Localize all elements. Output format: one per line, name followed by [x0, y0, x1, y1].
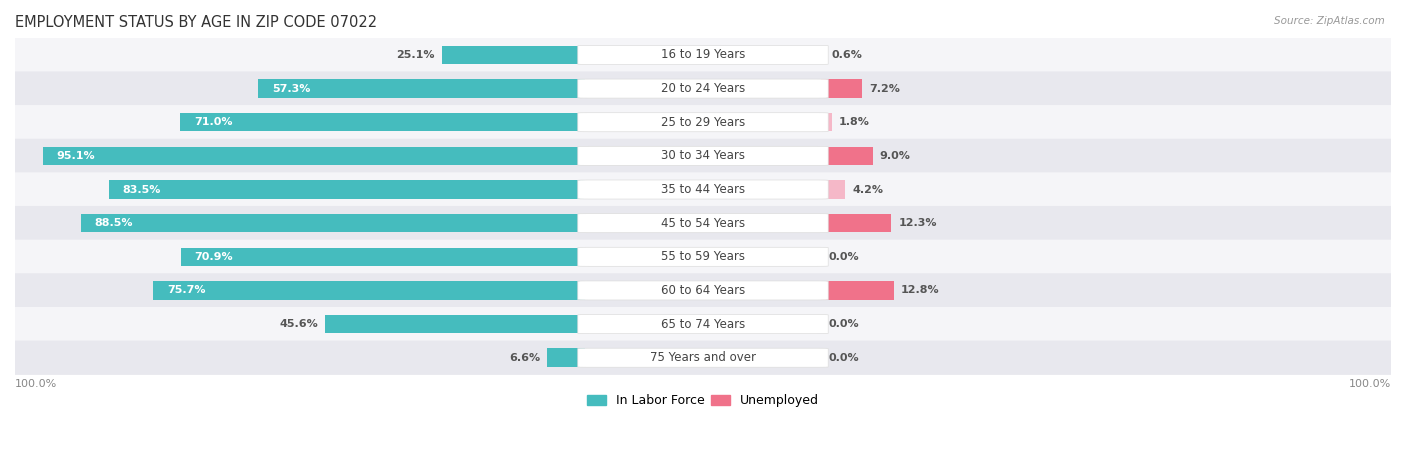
Text: 60 to 64 Years: 60 to 64 Years — [661, 284, 745, 297]
FancyBboxPatch shape — [1, 273, 1405, 308]
Bar — [821, 46, 825, 64]
Text: 55 to 59 Years: 55 to 59 Years — [661, 250, 745, 263]
FancyBboxPatch shape — [1, 172, 1405, 207]
FancyBboxPatch shape — [1, 206, 1405, 240]
Bar — [821, 113, 831, 132]
Text: 65 to 74 Years: 65 to 74 Years — [661, 318, 745, 331]
FancyBboxPatch shape — [578, 247, 828, 267]
Bar — [441, 46, 585, 64]
Legend: In Labor Force, Unemployed: In Labor Force, Unemployed — [582, 389, 824, 412]
Text: 6.6%: 6.6% — [509, 353, 540, 363]
Bar — [821, 214, 891, 232]
FancyBboxPatch shape — [1, 307, 1405, 341]
Bar — [44, 147, 585, 165]
Text: 71.0%: 71.0% — [194, 117, 232, 127]
FancyBboxPatch shape — [578, 46, 828, 64]
Bar — [821, 147, 873, 165]
FancyBboxPatch shape — [1, 239, 1405, 274]
FancyBboxPatch shape — [578, 180, 828, 199]
FancyBboxPatch shape — [578, 79, 828, 98]
Text: 88.5%: 88.5% — [94, 218, 132, 228]
Bar — [325, 315, 585, 333]
Text: 9.0%: 9.0% — [880, 151, 910, 161]
Bar — [180, 113, 585, 132]
Text: 0.6%: 0.6% — [831, 50, 862, 60]
Bar — [821, 79, 862, 98]
Text: 75 Years and over: 75 Years and over — [650, 351, 756, 364]
Text: 20 to 24 Years: 20 to 24 Years — [661, 82, 745, 95]
Text: EMPLOYMENT STATUS BY AGE IN ZIP CODE 07022: EMPLOYMENT STATUS BY AGE IN ZIP CODE 070… — [15, 15, 377, 30]
FancyBboxPatch shape — [578, 214, 828, 233]
FancyBboxPatch shape — [1, 71, 1405, 106]
FancyBboxPatch shape — [1, 38, 1405, 72]
Text: Source: ZipAtlas.com: Source: ZipAtlas.com — [1274, 16, 1385, 26]
Text: 0.0%: 0.0% — [828, 319, 859, 329]
Text: 4.2%: 4.2% — [852, 184, 883, 194]
Bar — [153, 281, 585, 300]
Text: 0.0%: 0.0% — [828, 353, 859, 363]
FancyBboxPatch shape — [578, 281, 828, 300]
FancyBboxPatch shape — [578, 348, 828, 367]
Bar — [181, 248, 585, 266]
Text: 57.3%: 57.3% — [271, 83, 311, 93]
FancyBboxPatch shape — [578, 113, 828, 132]
Bar — [259, 79, 585, 98]
Text: 75.7%: 75.7% — [167, 285, 205, 295]
Text: 83.5%: 83.5% — [122, 184, 162, 194]
FancyBboxPatch shape — [578, 314, 828, 334]
Text: 25.1%: 25.1% — [396, 50, 434, 60]
Text: 100.0%: 100.0% — [1348, 378, 1391, 389]
FancyBboxPatch shape — [578, 146, 828, 166]
Text: 0.0%: 0.0% — [828, 252, 859, 262]
Text: 45.6%: 45.6% — [280, 319, 318, 329]
FancyBboxPatch shape — [1, 105, 1405, 139]
Bar — [80, 214, 585, 232]
Text: 16 to 19 Years: 16 to 19 Years — [661, 48, 745, 61]
FancyBboxPatch shape — [1, 139, 1405, 173]
Text: 25 to 29 Years: 25 to 29 Years — [661, 116, 745, 129]
Text: 100.0%: 100.0% — [15, 378, 58, 389]
Text: 70.9%: 70.9% — [194, 252, 233, 262]
Text: 30 to 34 Years: 30 to 34 Years — [661, 149, 745, 162]
FancyBboxPatch shape — [1, 341, 1405, 375]
Bar — [821, 281, 894, 300]
Text: 45 to 54 Years: 45 to 54 Years — [661, 216, 745, 230]
Text: 35 to 44 Years: 35 to 44 Years — [661, 183, 745, 196]
Text: 7.2%: 7.2% — [869, 83, 900, 93]
Text: 95.1%: 95.1% — [56, 151, 96, 161]
Text: 12.8%: 12.8% — [901, 285, 939, 295]
Text: 1.8%: 1.8% — [838, 117, 869, 127]
Bar — [547, 349, 585, 367]
Bar — [110, 180, 585, 199]
Text: 12.3%: 12.3% — [898, 218, 936, 228]
Bar — [821, 180, 845, 199]
